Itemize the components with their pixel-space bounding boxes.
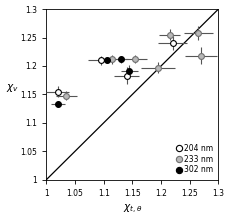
X-axis label: $\chi_{t,\theta}$: $\chi_{t,\theta}$ [122, 203, 142, 216]
Legend: 204 nm, 233 nm, 302 nm: 204 nm, 233 nm, 302 nm [174, 142, 214, 176]
Y-axis label: $\chi_v$: $\chi_v$ [5, 82, 19, 94]
